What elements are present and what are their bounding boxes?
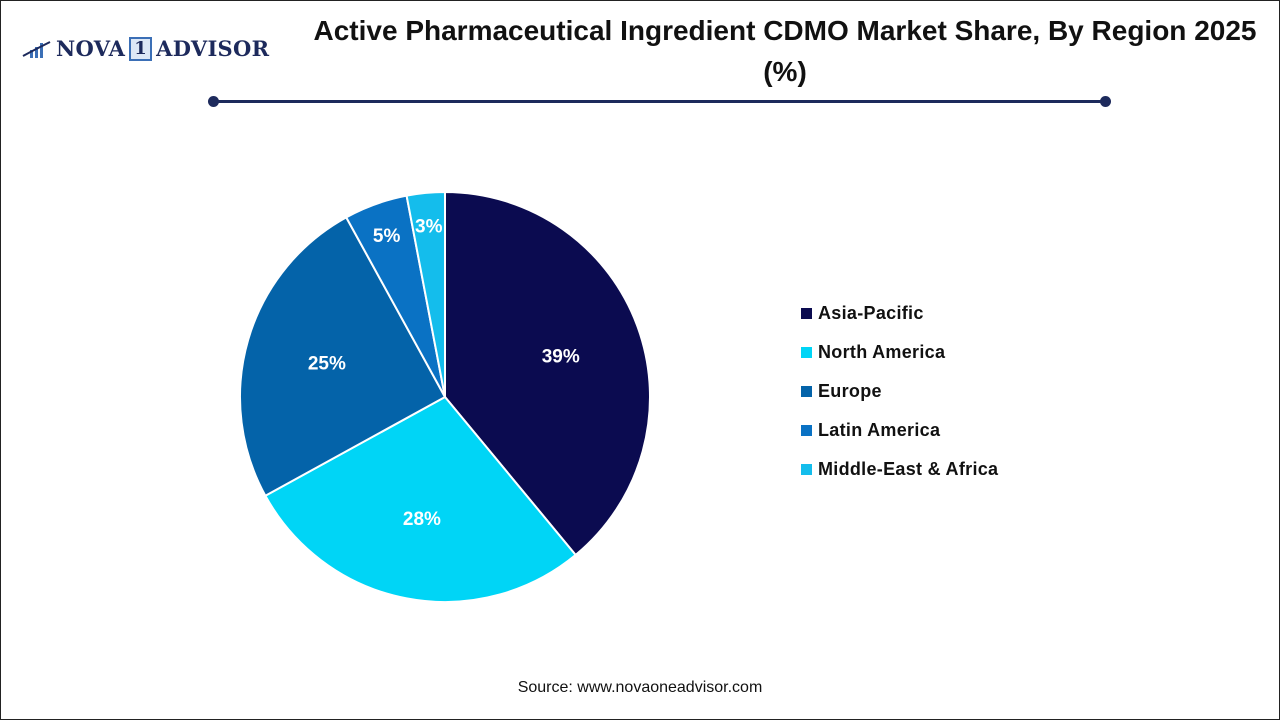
- legend-item: Europe: [801, 366, 998, 417]
- legend-item: North America: [801, 327, 998, 378]
- data-label: 28%: [403, 509, 441, 530]
- logo: NOVA 1 ADVISOR: [22, 36, 269, 61]
- chart-title: Active Pharmaceutical Ingredient CDMO Ma…: [313, 15, 1257, 87]
- legend-swatch: [801, 425, 812, 436]
- legend-swatch: [801, 386, 812, 397]
- legend-swatch: [801, 308, 812, 319]
- data-label: 25%: [308, 354, 346, 375]
- legend-label: North America: [818, 342, 946, 362]
- divider-dot-left: [208, 96, 219, 107]
- legend-label: Asia-Pacific: [818, 303, 924, 323]
- logo-text-right: ADVISOR: [156, 36, 270, 61]
- pie-slice-europe: [239, 215, 447, 498]
- logo-text-left: NOVA: [56, 36, 126, 61]
- legend-item: Asia-Pacific: [801, 288, 998, 339]
- source-note: Source: www.novaoneadvisor.com: [517, 679, 763, 696]
- title-divider: [213, 100, 1106, 103]
- legend-swatch: [801, 464, 812, 475]
- legend-label: Latin America: [818, 420, 941, 440]
- divider-dot-right: [1100, 96, 1111, 107]
- legend-label: Middle-East & Africa: [818, 459, 999, 479]
- legend-label: Europe: [818, 381, 882, 401]
- data-label: 5%: [373, 226, 401, 247]
- pie-slice-asia-pacific: [444, 190, 651, 557]
- legend-item: Latin America: [801, 405, 998, 456]
- legend: Asia-Pacific North America Europe Latin Ame…: [801, 288, 998, 495]
- pie-slice-middle-east-africa: [405, 190, 446, 398]
- pie-slice-north-america: [263, 395, 578, 603]
- legend-item: Middle-East & Africa: [801, 444, 998, 495]
- data-label: 3%: [415, 217, 443, 238]
- logo-bars-icon: [22, 40, 51, 58]
- data-label: 39%: [542, 346, 580, 367]
- legend-swatch: [801, 347, 812, 358]
- logo-box: 1: [129, 36, 153, 61]
